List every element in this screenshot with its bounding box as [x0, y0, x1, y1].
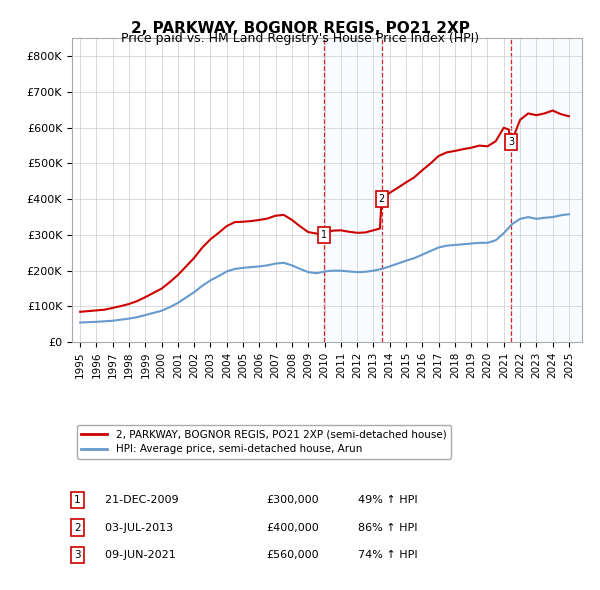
Text: 49% ↑ HPI: 49% ↑ HPI — [358, 495, 417, 505]
Text: 2: 2 — [379, 194, 385, 204]
Text: £300,000: £300,000 — [266, 495, 319, 505]
Text: Price paid vs. HM Land Registry's House Price Index (HPI): Price paid vs. HM Land Registry's House … — [121, 32, 479, 45]
Text: 03-JUL-2013: 03-JUL-2013 — [97, 523, 173, 533]
Bar — [511, 38, 582, 342]
Text: 3: 3 — [74, 550, 80, 560]
Text: 21-DEC-2009: 21-DEC-2009 — [97, 495, 178, 505]
Bar — [324, 38, 382, 342]
Text: 2, PARKWAY, BOGNOR REGIS, PO21 2XP: 2, PARKWAY, BOGNOR REGIS, PO21 2XP — [131, 21, 469, 35]
Text: 3: 3 — [508, 137, 514, 147]
Text: 1: 1 — [74, 495, 80, 505]
Text: 2: 2 — [74, 523, 80, 533]
Legend: 2, PARKWAY, BOGNOR REGIS, PO21 2XP (semi-detached house), HPI: Average price, se: 2, PARKWAY, BOGNOR REGIS, PO21 2XP (semi… — [77, 425, 451, 458]
Text: £400,000: £400,000 — [266, 523, 319, 533]
Text: 1: 1 — [321, 230, 327, 240]
Text: 09-JUN-2021: 09-JUN-2021 — [97, 550, 175, 560]
Text: 86% ↑ HPI: 86% ↑ HPI — [358, 523, 417, 533]
Text: 74% ↑ HPI: 74% ↑ HPI — [358, 550, 417, 560]
Text: £560,000: £560,000 — [266, 550, 319, 560]
